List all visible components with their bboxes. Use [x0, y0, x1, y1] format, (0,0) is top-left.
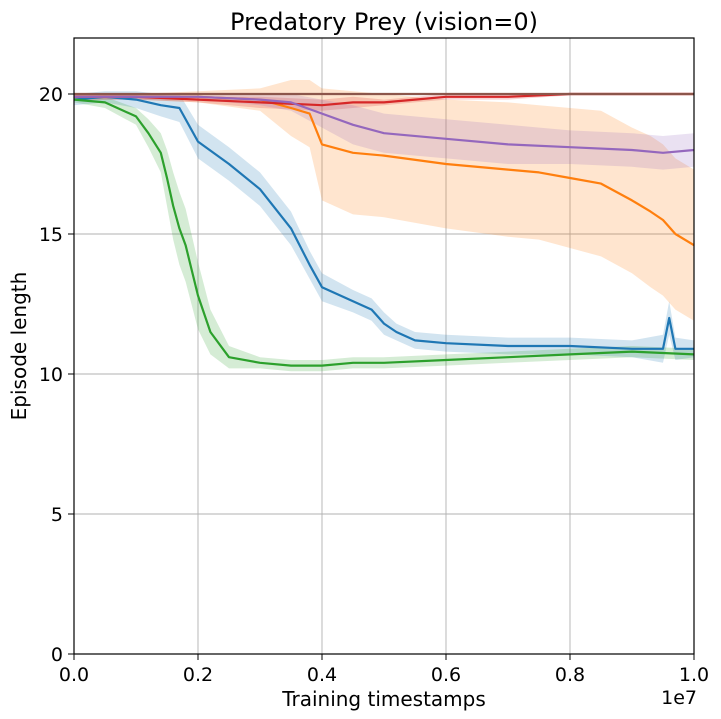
y-tick-label: 15 [39, 224, 63, 246]
series-1-band [74, 80, 694, 321]
series-0-band [74, 91, 694, 363]
chart-title: Predatory Prey (vision=0) [230, 8, 538, 36]
x-tick-label: 0.4 [307, 664, 337, 686]
x-axis-offset-label: 1e7 [661, 687, 697, 709]
axis-ticks: 0.0 0.2 0.4 0.6 0.8 1.0 0 5 10 15 20 [39, 84, 709, 686]
x-tick-label: 1.0 [679, 664, 709, 686]
x-tick-label: 0.0 [59, 664, 89, 686]
x-tick-label: 0.6 [431, 664, 461, 686]
y-tick-label: 10 [39, 364, 63, 386]
y-tick-label: 5 [51, 504, 63, 526]
x-axis-label: Training timestamps [281, 687, 486, 711]
series-4-band [74, 94, 694, 170]
x-tick-label: 0.8 [555, 664, 585, 686]
series-4-line [74, 95, 695, 154]
series-2-band [74, 96, 694, 372]
series-2-line [73, 98, 695, 367]
y-tick-label: 0 [51, 644, 63, 666]
y-tick-label: 20 [39, 84, 63, 106]
series-lines [73, 92, 695, 367]
series-0-line [73, 95, 694, 350]
x-tick-label: 0.2 [183, 664, 213, 686]
plot-frame [73, 37, 695, 655]
y-axis-label: Episode length [7, 272, 31, 421]
